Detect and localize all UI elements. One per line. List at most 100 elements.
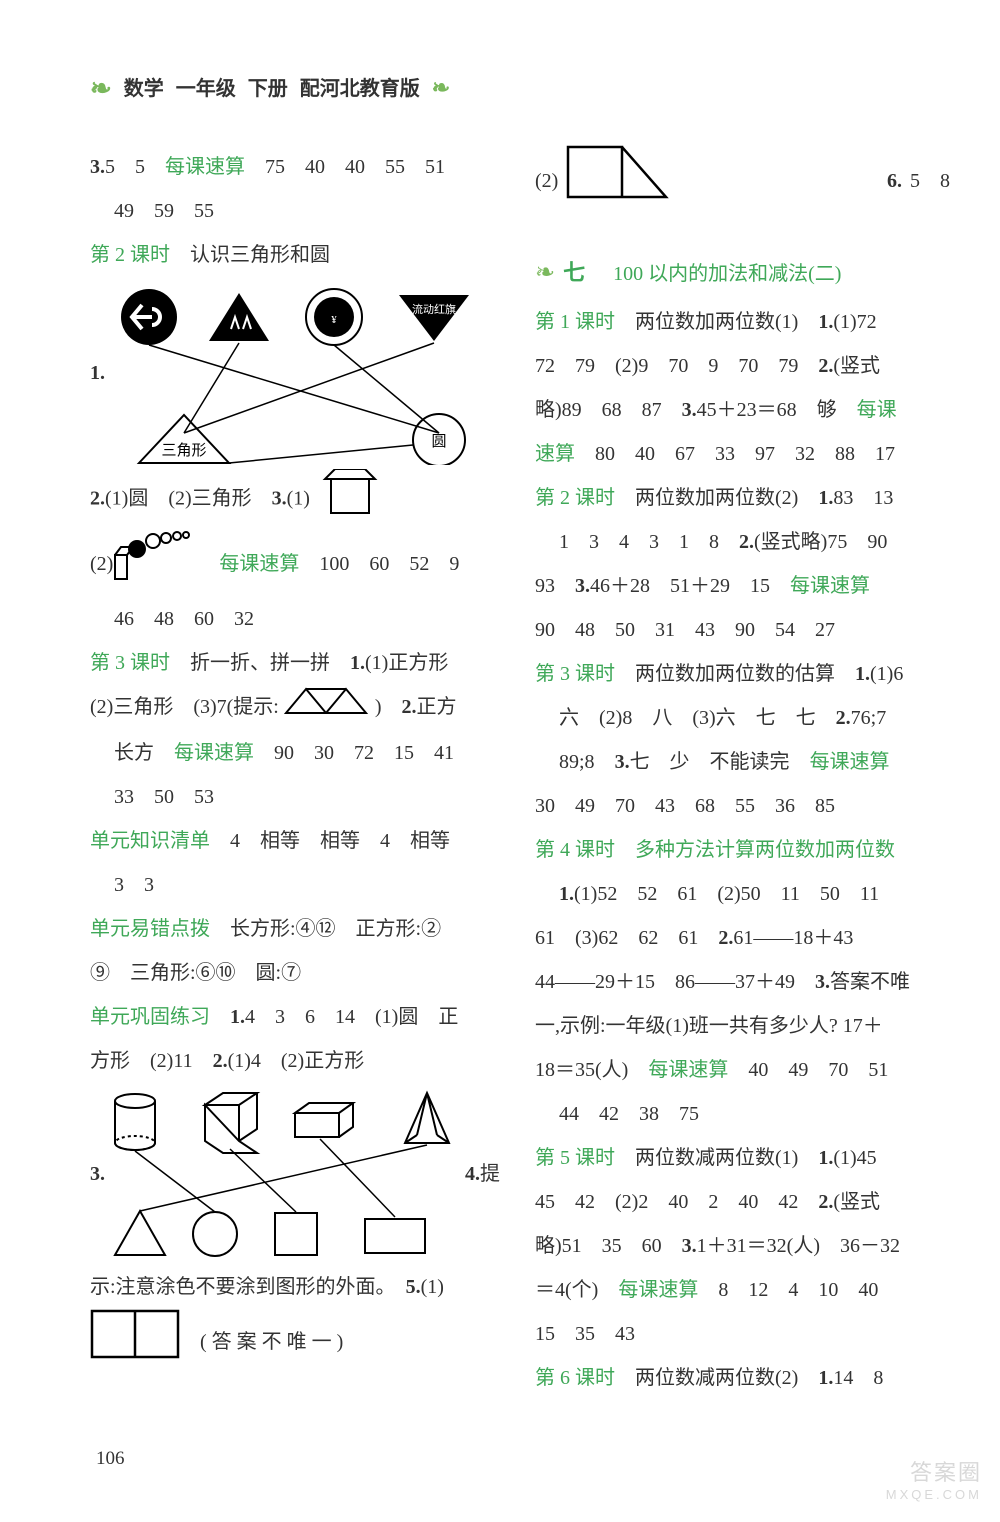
leaf-icon: ❧: [535, 247, 555, 300]
text-line: (2)三角形 (3)7(提示: ) 2.正方: [90, 685, 505, 730]
section-label: 单元易错点拨: [90, 918, 210, 940]
text: 略)51 35 60: [535, 1235, 682, 1257]
text: 方形 (2)11: [90, 1050, 213, 1072]
label: 每课速算: [790, 575, 870, 597]
q-num: 5.: [406, 1276, 421, 1298]
q-num: 3.: [90, 156, 105, 178]
text: 93: [535, 575, 575, 597]
text-line: 单元易错点拨 长方形:④⑫ 正方形:②: [90, 907, 505, 951]
q-num: 1.: [818, 1147, 833, 1169]
lesson-title: 两位数减两位数(2): [615, 1367, 818, 1389]
text-line: 单元巩固练习 1.4 3 6 14 (1)圆 正: [90, 995, 505, 1039]
text-line: 3.5 5 每课速算 75 40 40 55 51: [90, 145, 505, 189]
text: (2): [90, 542, 113, 586]
text: (2)三角形 (3)7(提示:: [90, 696, 279, 718]
text: (2): [535, 159, 558, 203]
text-line: 速算 80 40 67 33 97 32 88 17: [535, 432, 950, 476]
lesson-heading: 第 6 课时 两位数减两位数(2) 1.14 8: [535, 1356, 950, 1400]
text-line: 93 3.46＋28 51＋29 15 每课速算: [535, 564, 950, 608]
q-num: 2.: [818, 1191, 833, 1213]
text-line: 89;8 3.七 少 不能读完 每课速算: [535, 740, 950, 784]
leaf-icon: ❧: [432, 64, 450, 112]
label: 每课速算: [174, 742, 254, 764]
q-num: 2.: [213, 1050, 228, 1072]
text-line: ＝4(个) 每课速算 8 12 4 10 40: [535, 1268, 950, 1312]
text: 40 49 70 51: [728, 1059, 888, 1081]
text-line: 3 3: [90, 863, 505, 907]
label: 速算: [535, 443, 575, 465]
text: 18＝35(人): [535, 1059, 648, 1081]
q-num: 2.: [836, 707, 851, 729]
label: 每课速算: [810, 751, 890, 773]
q-num: 2.: [90, 488, 105, 510]
text: 8 12 4 10 40: [698, 1279, 878, 1301]
lesson-label: 第 2 课时: [535, 487, 615, 509]
shape-icon: [315, 469, 385, 531]
q-num: 6.: [887, 159, 902, 203]
q-num: 2.: [718, 927, 733, 949]
svg-text:三角形: 三角形: [161, 442, 206, 459]
text-line: 90 48 50 31 43 90 54 27: [535, 608, 950, 652]
text-line: 72 79 (2)9 70 9 70 79 2.(竖式: [535, 344, 950, 388]
text: 略)89 68 87: [535, 399, 682, 421]
text: 76;7: [851, 707, 887, 729]
label: 每课: [857, 399, 897, 421]
text-line: 1.(1)52 52 61 (2)50 11 50 11: [535, 872, 950, 916]
text: 5 8: [910, 159, 950, 203]
text-line: 33 50 53: [90, 775, 505, 819]
q-num: 1.: [855, 663, 870, 685]
lesson-title: 两位数加两位数(1): [615, 311, 818, 333]
lesson-label: 第 3 课时: [535, 663, 615, 685]
text: 80 40 67 33 97 32 88 17: [575, 443, 895, 465]
q-num: 3.: [90, 1152, 105, 1196]
text: 14 8: [833, 1367, 883, 1389]
text: ): [375, 696, 402, 718]
text: (1)4 (2)正方形: [228, 1050, 365, 1072]
header-subject: 数学: [124, 67, 164, 111]
text: 83 13: [833, 487, 893, 509]
text-line: 1 3 4 3 1 8 2.(竖式略)75 90: [535, 520, 950, 564]
text-line: 长方 每课速算 90 30 72 15 41: [90, 731, 505, 775]
text: 45＋23＝68 够: [697, 399, 857, 421]
lesson-heading: 第 2 课时 两位数加两位数(2) 1.83 13: [535, 476, 950, 520]
text: 44——29＋15 86——37＋49: [535, 971, 815, 993]
text-line: 44——29＋15 86——37＋49 3.答案不唯: [535, 960, 950, 1004]
lesson-title: 多种方法计算两位数加两位数: [615, 839, 895, 861]
q-num: 2.: [402, 696, 417, 718]
lesson-label: 第 4 课时: [535, 839, 615, 861]
lesson-heading: 第 1 课时 两位数加两位数(1) 1.(1)72: [535, 300, 950, 344]
text: 89;8: [559, 751, 615, 773]
text-line: 六 (2)8 八 (3)六 七 七 2.76;7: [535, 696, 950, 740]
lesson-title: 认识三角形和圆: [170, 244, 330, 266]
lesson-heading: 第 3 课时 折一折、拼一拼 1.(1)正方形: [90, 641, 505, 685]
text-line: 45 42 (2)2 40 2 40 42 2.(竖式: [535, 1180, 950, 1224]
q-num: 1.: [818, 1367, 833, 1389]
leaf-icon: ❧: [90, 60, 112, 117]
q-num: 3.: [815, 971, 830, 993]
text: (竖式略)75 90: [754, 531, 887, 553]
section-label: 单元知识清单: [90, 830, 210, 852]
left-column: 3.5 5 每课速算 75 40 40 55 51 49 59 55 第 2 课…: [90, 145, 505, 1400]
text: 六 (2)8 八 (3)六 七 七: [559, 707, 836, 729]
svg-text:圆: 圆: [431, 434, 446, 450]
text: 4 相等 相等 4 相等: [210, 830, 450, 852]
text-line: 示:注意涂色不要涂到图形的外面。 5.(1): [90, 1265, 505, 1309]
q-num: 3.: [615, 751, 630, 773]
q-num: 3.: [575, 575, 590, 597]
text: 提: [480, 1152, 500, 1196]
text-line: ( 答 案 不 唯 一 ): [90, 1309, 505, 1375]
shape-matching-diagram: ¥ 流动红旗 三角形 圆: [109, 285, 489, 465]
text: 正方: [417, 696, 457, 718]
text-line: 略)51 35 60 3.1＋31＝32(人) 36－32: [535, 1224, 950, 1268]
unit-title: 100 以内的加法和减法(二): [593, 252, 841, 296]
q-num: 1.: [230, 1006, 245, 1028]
watermark-text: 答案圈: [910, 1460, 982, 1485]
header-edition: 配河北教育版: [300, 67, 420, 111]
bubbles-icon: [113, 531, 199, 597]
watermark: 答案圈 MXQE.COM: [886, 1459, 982, 1504]
text: 长方: [114, 742, 174, 764]
text: 1＋31＝32(人) 36－32: [697, 1235, 900, 1257]
q-num: 1.: [350, 652, 365, 674]
text: 示:注意涂色不要涂到图形的外面。: [90, 1276, 406, 1298]
text: (1)72: [833, 311, 876, 333]
